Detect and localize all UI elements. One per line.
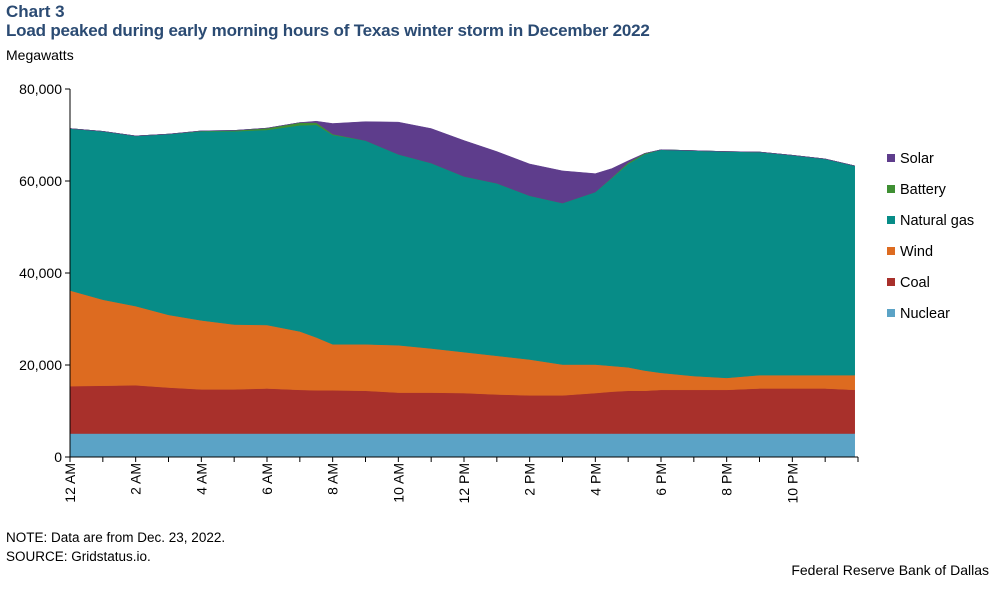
area-solar <box>69 120 855 204</box>
x-tick-label: 6 PM <box>653 463 669 496</box>
legend-label: Solar <box>900 151 934 167</box>
legend-item-nuclear: Nuclear <box>887 306 950 322</box>
area-series-group <box>69 120 855 458</box>
legend-item-wind: Wind <box>887 244 933 260</box>
chart-source: SOURCE: Gridstatus.io. <box>6 549 151 564</box>
area-nuclear <box>69 433 855 458</box>
chart-note: NOTE: Data are from Dec. 23, 2022. <box>6 530 226 545</box>
axes-group: 0 20,000 40,000 60,000 80,000 12 AM 2 AM 4 AM 6 … <box>19 81 859 503</box>
x-tick-label: 4 AM <box>193 463 209 495</box>
legend-item-coal: Coal <box>887 275 930 291</box>
legend-swatch <box>887 154 895 162</box>
x-tick-label: 2 AM <box>128 463 144 495</box>
legend-label: Battery <box>900 182 947 198</box>
chart-number: Chart 3 <box>6 2 65 21</box>
x-tick-label: 10 AM <box>390 463 406 503</box>
legend-swatch <box>887 309 895 317</box>
legend-swatch <box>887 278 895 286</box>
x-tick-label: 8 AM <box>325 463 341 495</box>
x-tick-label: 10 PM <box>784 463 800 503</box>
y-tick-label: 60,000 <box>19 173 62 189</box>
y-axis-unit-label: Megawatts <box>6 47 74 63</box>
x-tick-label: 12 PM <box>456 463 472 503</box>
legend-swatch <box>887 185 895 193</box>
y-tick-label: 40,000 <box>19 265 62 281</box>
chart-credit: Federal Reserve Bank of Dallas <box>791 562 989 578</box>
y-tick-label: 20,000 <box>19 357 62 373</box>
legend-label: Wind <box>900 244 933 260</box>
x-tick-label: 2 PM <box>522 463 538 496</box>
x-tick-label: 12 AM <box>62 463 78 503</box>
x-tick-label: 8 PM <box>719 463 735 496</box>
chart-title: Load peaked during early morning hours o… <box>6 21 650 40</box>
legend-item-solar: Solar <box>887 151 934 167</box>
legend-swatch <box>887 247 895 255</box>
x-tick-label: 4 PM <box>587 463 603 496</box>
legend-label: Natural gas <box>900 213 974 229</box>
legend-label: Coal <box>900 275 930 291</box>
y-tick-label: 0 <box>54 449 62 465</box>
legend-item-battery: Battery <box>887 182 947 198</box>
x-tick-label: 6 AM <box>259 463 275 495</box>
legend: Solar Battery Natural gas Wind Coal Nuclear <box>887 151 974 322</box>
legend-item-natural-gas: Natural gas <box>887 213 974 229</box>
y-tick-label: 80,000 <box>19 81 62 97</box>
legend-swatch <box>887 216 895 224</box>
legend-label: Nuclear <box>900 306 950 322</box>
